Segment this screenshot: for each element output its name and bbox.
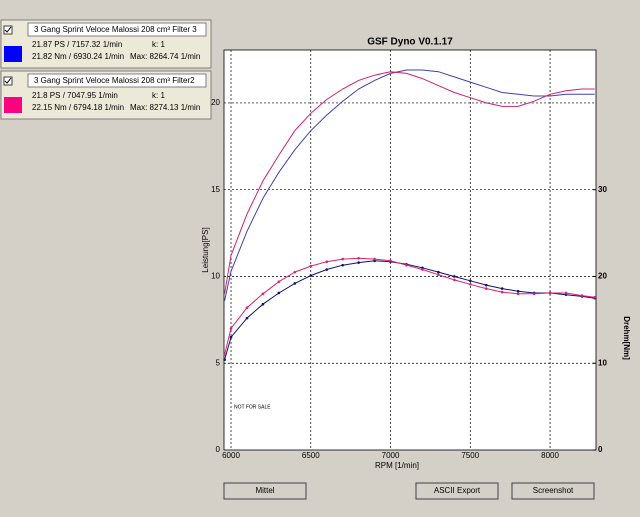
point	[532, 292, 536, 296]
point	[373, 257, 376, 261]
point	[580, 294, 584, 297]
point	[277, 291, 281, 295]
point	[341, 263, 344, 267]
point	[516, 289, 520, 293]
power-info: 21.8 PS / 7047.95 1/min	[32, 91, 118, 100]
point	[309, 274, 313, 277]
point	[548, 291, 552, 295]
point	[293, 282, 297, 285]
point	[484, 287, 488, 290]
point	[341, 257, 344, 261]
series-line	[224, 69, 595, 301]
point	[437, 273, 440, 277]
button[interactable]	[223, 482, 307, 500]
point	[500, 290, 504, 294]
torque-info: 21.82 Nm / 6930.24 1/min	[32, 52, 124, 61]
point	[293, 270, 297, 274]
name-box	[27, 22, 207, 37]
y2-tick-label: 0	[598, 445, 603, 454]
point	[325, 268, 329, 271]
y2-tick-label: 20	[598, 272, 607, 281]
button-label[interactable]: Mittel	[255, 486, 274, 495]
y2-axis-label: Drehm[Nm]	[622, 316, 631, 360]
point	[229, 335, 233, 339]
point	[229, 327, 233, 330]
y-tick-label: 15	[211, 185, 220, 194]
x-tick-label: 7500	[461, 451, 479, 460]
max-info: Max: 8274.13 1/min	[130, 103, 200, 112]
point	[245, 316, 249, 320]
check-mark	[4, 77, 12, 84]
point	[309, 264, 313, 268]
k-info: k: 1	[152, 40, 165, 49]
point	[468, 282, 472, 286]
point	[453, 275, 456, 278]
point	[223, 358, 226, 362]
y-axis-label: Leistung[PS]	[201, 227, 210, 272]
point	[405, 263, 408, 267]
power-info: 21.87 PS / 7157.32 1/min	[32, 40, 122, 49]
y-tick-label: 20	[211, 98, 220, 107]
point	[516, 292, 520, 296]
point	[277, 280, 281, 283]
check-mark	[4, 26, 12, 33]
point	[357, 256, 360, 260]
point	[245, 306, 249, 310]
point	[453, 278, 456, 282]
point	[357, 261, 360, 264]
series-name: 3 Gang Sprint Veloce Malossi 208 cm³ Fil…	[34, 76, 195, 85]
point	[564, 291, 568, 295]
y-tick-label: 5	[216, 358, 221, 367]
plot-area	[223, 49, 597, 451]
x-tick-label: 6000	[222, 451, 240, 460]
x-tick-label: 7000	[382, 451, 400, 460]
point	[261, 292, 265, 296]
max-info: Max: 8264.74 1/min	[130, 52, 200, 61]
point	[325, 260, 329, 264]
button-label[interactable]: Screenshot	[533, 486, 574, 495]
x-axis-label: RPM [1/min]	[375, 461, 419, 470]
point	[593, 295, 597, 299]
point	[421, 268, 424, 271]
color-swatch[interactable]	[4, 46, 22, 62]
point	[484, 283, 488, 287]
button[interactable]	[511, 482, 595, 500]
button[interactable]	[415, 482, 499, 500]
y2-tick-label: 10	[598, 358, 607, 367]
y-tick-label: 10	[211, 272, 220, 281]
point	[261, 302, 265, 306]
annotation: NOT FOR SALE	[234, 404, 271, 410]
point	[500, 287, 504, 290]
color-swatch[interactable]	[4, 97, 22, 113]
y2-tick-label: 30	[598, 185, 607, 194]
name-box	[27, 73, 207, 88]
series-line	[224, 71, 595, 294]
point	[468, 279, 472, 283]
torque-info: 22.15 Nm / 6794.18 1/min	[32, 103, 124, 112]
button-label[interactable]: ASCII Export	[434, 486, 481, 495]
point	[437, 270, 440, 274]
chart-title: GSF Dyno V0.1.17	[367, 37, 453, 48]
point	[389, 259, 392, 263]
x-tick-label: 6500	[302, 451, 320, 460]
k-info: k: 1	[152, 91, 165, 100]
x-tick-label: 8000	[541, 451, 559, 460]
point	[223, 353, 226, 356]
series-name: 3 Gang Sprint Veloce Malossi 208 cm³ Fil…	[34, 25, 197, 34]
y-tick-label: 0	[216, 445, 221, 454]
